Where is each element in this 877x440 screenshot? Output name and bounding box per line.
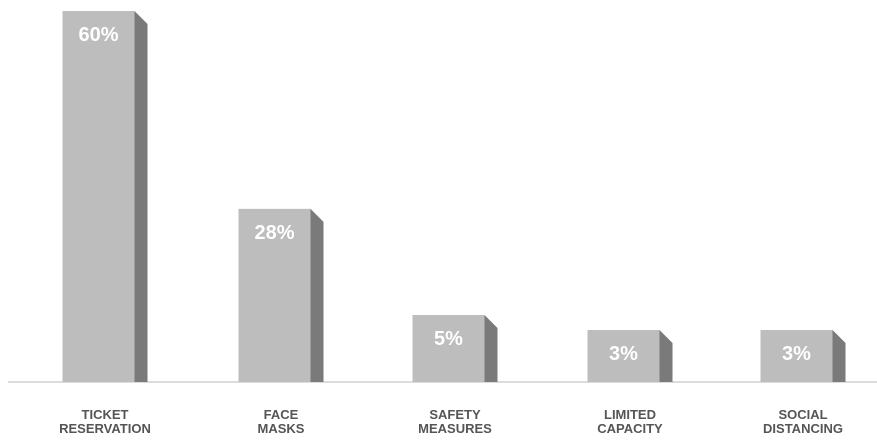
bar-side: [832, 330, 846, 382]
bar: [760, 330, 833, 382]
bars-group: 60% 28% 5% 3% 3%: [62, 11, 846, 382]
bar-side: [659, 330, 673, 382]
category-label: TICKET RESERVATION: [59, 407, 151, 436]
bar-value-label: 5%: [434, 328, 463, 350]
bar-value-label: 28%: [254, 222, 294, 244]
bar-value-label: 3%: [609, 343, 638, 365]
bar: [62, 11, 135, 382]
category-label: SAFETY MEASURES: [418, 407, 492, 436]
bar: [238, 208, 311, 382]
bar-side: [310, 208, 324, 382]
category-label: LIMITED CAPACITY: [597, 407, 663, 436]
bar-side: [134, 11, 148, 382]
bar: [587, 330, 660, 382]
bar-side: [484, 315, 498, 382]
bar: [412, 315, 485, 382]
bar-value-label: 60%: [78, 24, 118, 46]
category-label: SOCIAL DISTANCING: [763, 407, 843, 436]
bar-value-label: 3%: [782, 343, 811, 365]
category-labels-group: TICKET RESERVATION FACE MASKS SAFETY MEASURES…: [59, 407, 843, 436]
category-label: FACE MASKS: [258, 407, 305, 436]
